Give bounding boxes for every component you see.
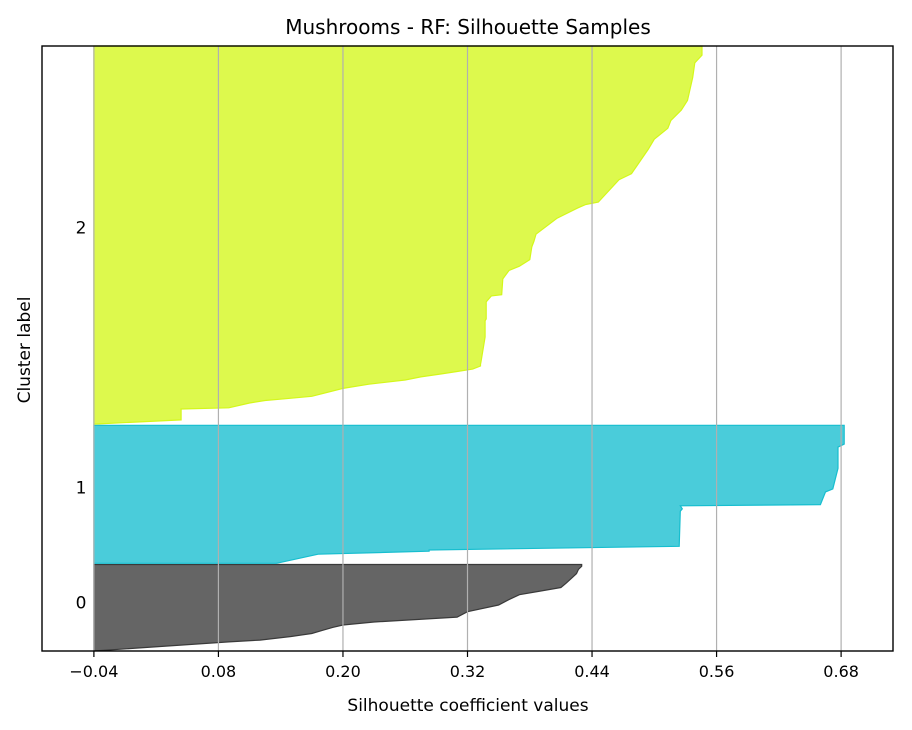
x-tick-label: 0.32: [450, 662, 486, 681]
cluster-0-area: [93, 563, 583, 652]
x-tick-label: 0.44: [574, 662, 610, 681]
x-axis-label: Silhouette coefficient values: [347, 696, 588, 716]
cluster-label-0: 0: [76, 594, 87, 614]
cluster-label-1: 1: [76, 479, 87, 499]
x-gridlines: [93, 46, 842, 651]
cluster-2-area: [93, 45, 703, 425]
x-axis-ticks: −0.04 0.08 0.20 0.32 0.44 0.56 0.68: [69, 651, 859, 681]
x-tick-label: 0.56: [699, 662, 735, 681]
cluster-labels: 0 1 2: [76, 219, 87, 614]
chart-title: Mushrooms - RF: Silhouette Samples: [285, 15, 651, 39]
x-tick-label: 0.08: [201, 662, 237, 681]
x-tick-label: −0.04: [69, 662, 118, 681]
x-tick-label: 0.68: [823, 662, 859, 681]
cluster-1-area: [93, 424, 845, 564]
cluster-areas: [93, 45, 845, 652]
x-tick-label: 0.20: [325, 662, 361, 681]
y-axis-label: Cluster label: [15, 297, 35, 404]
cluster-label-2: 2: [76, 219, 87, 239]
